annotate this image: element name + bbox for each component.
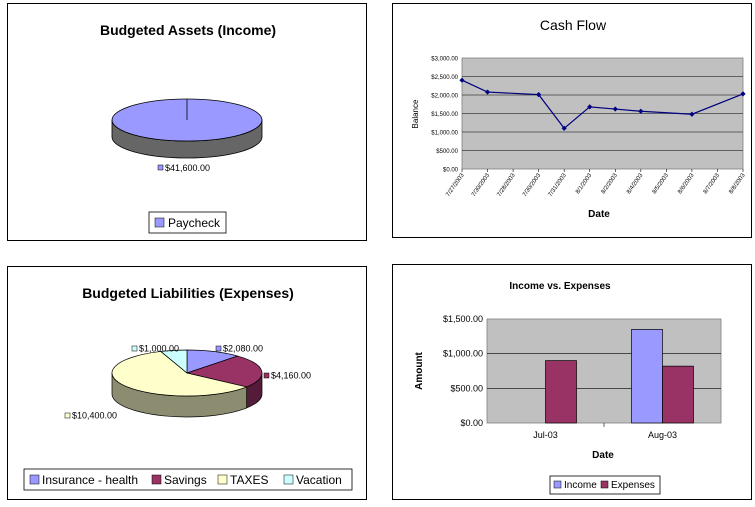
assets-legend: Paycheck (148, 211, 227, 234)
liabilities-chart-panel: Budgeted Liabilities (Expenses) $2,080.0… (7, 266, 367, 500)
y-tick-label: $500.00 (436, 149, 458, 155)
legend-swatch-vacation (283, 474, 294, 485)
data-label-savings: $4,160.00 (271, 371, 311, 381)
y-tick-label: $1,000.00 (443, 349, 483, 359)
bar-legend: Income Expenses (549, 475, 661, 495)
data-label-marker-vacation (131, 345, 138, 352)
data-label-marker-taxes (64, 412, 71, 419)
bar-series (545, 329, 694, 424)
data-label-insurance-health: $2,080.00 (223, 344, 263, 354)
data-label-marker-paycheck (157, 164, 164, 171)
x-tick-label: 7/30/2003 (522, 172, 543, 198)
bar-y-ticks: $1,500.00 $1,000.00 $500.00 $0.00 (443, 314, 483, 428)
x-tick-label: 7/27/2003 (445, 172, 466, 198)
bar-y-label: Amount (414, 351, 425, 389)
x-tick-label: 8/7/2003 (703, 172, 722, 195)
income-expenses-chart-title: Income vs. Expenses (509, 281, 611, 292)
y-tick-label: $1,000.00 (431, 131, 458, 137)
legend-swatch-expenses (600, 480, 609, 489)
cashflow-point (740, 91, 746, 97)
x-tick-label: 8/4/2003 (626, 172, 645, 195)
assets-pie-chart: Budgeted Assets (Income) $41,600.00 Payc… (100, 22, 276, 234)
cashflow-chart-title: Cash Flow (540, 17, 607, 33)
income-expenses-chart-panel: Income vs. Expenses $1,500.00 $1,000.00 $5… (392, 264, 752, 500)
cashflow-point (638, 108, 644, 114)
x-tick-label: Aug-03 (648, 430, 677, 440)
bar-expenses-aug-03 (662, 365, 694, 424)
x-tick-label: Jul-03 (533, 430, 558, 440)
assets-chart-panel: Budgeted Assets (Income) $41,600.00 Payc… (7, 3, 367, 241)
cashflow-point (689, 111, 695, 117)
x-tick-label: 8/8/2003 (728, 172, 747, 195)
data-label-marker-savings (263, 372, 270, 379)
data-label-paycheck: $41,600.00 (165, 163, 210, 173)
legend-swatch-paycheck (154, 217, 165, 228)
x-tick-label: 7/28/2003 (496, 172, 517, 198)
y-tick-label: $2,500.00 (431, 75, 458, 81)
cashflow-point (536, 92, 542, 98)
y-tick-label: $0.00 (443, 168, 459, 174)
liabilities-pie (111, 349, 263, 418)
assets-pie (111, 98, 263, 159)
legend-swatch-taxes (217, 474, 228, 485)
y-tick-label: $3,000.00 (431, 57, 458, 63)
liabilities-chart-title: Budgeted Liabilities (Expenses) (82, 285, 294, 301)
legend-label-insurance-health: Insurance - health (42, 473, 138, 487)
bar-x-ticks: Jul-03 Aug-03 (533, 423, 677, 440)
pie-slice-taxes (111, 351, 248, 397)
x-tick-label: 8/2/2003 (601, 172, 620, 195)
x-tick-label: 8/5/2003 (652, 172, 671, 195)
x-tick-label: 7/30/2003 (471, 172, 492, 198)
legend-swatch-income (553, 480, 562, 489)
data-label-vacation: $1,000.00 (139, 344, 179, 354)
cashflow-point (484, 89, 491, 95)
cashflow-point (561, 125, 567, 131)
data-label-marker-insurance-health (215, 345, 222, 352)
legend-label-taxes: TAXES (230, 473, 268, 487)
pie-slice-savings (185, 355, 263, 388)
y-tick-label: $0.00 (460, 418, 483, 428)
cashflow-line-chart: Cash Flow $3,000.00 $2,500.00 $2,000.00 $1,… (411, 17, 747, 220)
legend-swatch-savings (151, 474, 162, 485)
bar-income-aug-03 (631, 329, 663, 424)
cashflow-chart-panel: Cash Flow $3,000.00 $2,500.00 $2,000.00 $1,… (392, 3, 752, 238)
cashflow-y-ticks: $3,000.00 $2,500.00 $2,000.00 $1,500.00 $1,0… (431, 57, 458, 174)
bar-expenses-jul-03 (545, 360, 577, 424)
legend-swatch-insurance-health (29, 474, 40, 485)
x-tick-label: 8/6/2003 (677, 172, 696, 195)
bar-x-label: Date (592, 450, 614, 461)
legend-label-vacation: Vacation (296, 473, 342, 487)
cashflow-gridlines (462, 76, 743, 151)
pie-slice-vacation (159, 349, 188, 374)
income-expenses-bar-chart: Income vs. Expenses $1,500.00 $1,000.00 $5… (414, 281, 722, 495)
data-label-taxes: $10,400.00 (72, 411, 117, 421)
x-tick-label: 7/31/2003 (548, 172, 569, 198)
y-tick-label: $1,500.00 (443, 314, 483, 324)
y-tick-label: $2,000.00 (431, 94, 458, 100)
liabilities-data-labels: $2,080.00 $4,160.00 $10,400.00 $1,000.00 (64, 344, 311, 421)
cashflow-x-ticks: 7/27/2003 7/30/2003 7/28/2003 7/30/2003 7/31… (445, 169, 747, 198)
assets-chart-title: Budgeted Assets (Income) (100, 22, 276, 38)
legend-label-expenses: Expenses (611, 480, 655, 491)
liabilities-pie-chart: Budgeted Liabilities (Expenses) $2,080.0… (23, 285, 353, 491)
legend-label-income: Income (564, 480, 597, 491)
liabilities-legend: Insurance - health Savings TAXES Vacatio… (23, 468, 353, 491)
y-tick-label: $1,500.00 (431, 112, 458, 118)
legend-label-paycheck: Paycheck (168, 216, 221, 230)
legend-label-savings: Savings (164, 473, 207, 487)
cashflow-y-label: Balance (411, 99, 420, 128)
cashflow-point (459, 77, 465, 83)
y-tick-label: $500.00 (450, 383, 483, 393)
x-tick-label: 8/1/2003 (575, 172, 594, 195)
cashflow-x-label: Date (588, 209, 610, 220)
